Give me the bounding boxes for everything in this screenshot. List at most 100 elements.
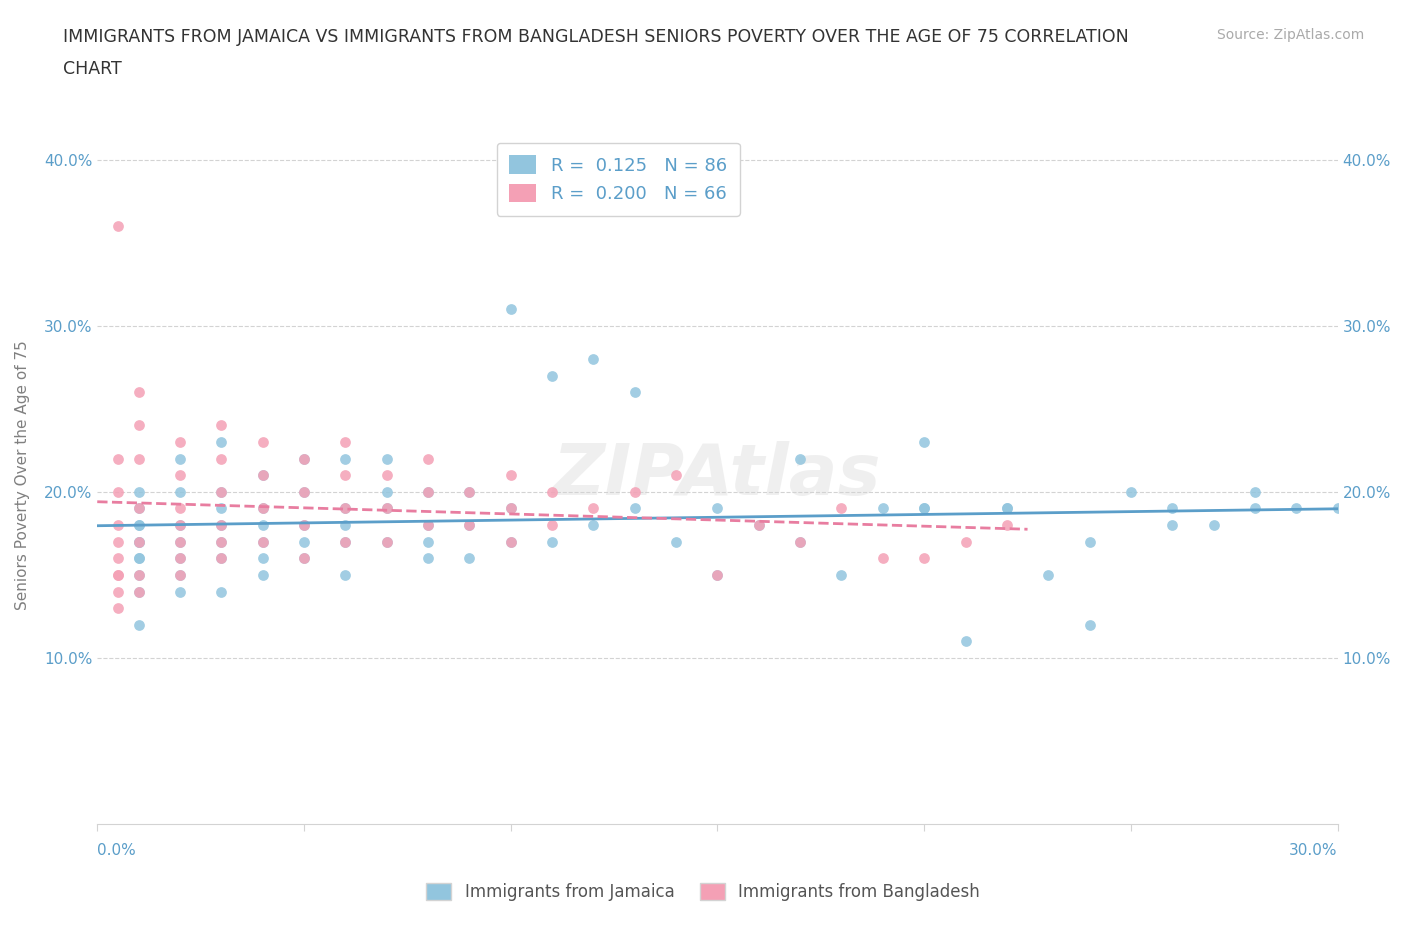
Point: [107, 567, 129, 582]
Point: [830, 501, 852, 516]
Text: ZIPAtlas: ZIPAtlas: [553, 441, 882, 510]
Point: [416, 534, 439, 549]
Point: [252, 551, 274, 565]
Point: [499, 501, 522, 516]
Text: IMMIGRANTS FROM JAMAICA VS IMMIGRANTS FROM BANGLADESH SENIORS POVERTY OVER THE A: IMMIGRANTS FROM JAMAICA VS IMMIGRANTS FR…: [63, 28, 1129, 46]
Point: [416, 518, 439, 533]
Point: [375, 501, 398, 516]
Point: [169, 501, 191, 516]
Point: [169, 434, 191, 449]
Point: [582, 518, 605, 533]
Legend: R =  0.125   N = 86, R =  0.200   N = 66: R = 0.125 N = 86, R = 0.200 N = 66: [496, 142, 740, 216]
Point: [252, 567, 274, 582]
Point: [335, 534, 357, 549]
Point: [416, 451, 439, 466]
Point: [128, 418, 150, 433]
Point: [128, 551, 150, 565]
Point: [292, 518, 315, 533]
Point: [335, 501, 357, 516]
Point: [169, 518, 191, 533]
Legend: Immigrants from Jamaica, Immigrants from Bangladesh: Immigrants from Jamaica, Immigrants from…: [420, 876, 986, 908]
Point: [335, 434, 357, 449]
Point: [292, 451, 315, 466]
Point: [375, 451, 398, 466]
Point: [107, 584, 129, 599]
Point: [252, 534, 274, 549]
Point: [169, 534, 191, 549]
Point: [335, 451, 357, 466]
Point: [499, 534, 522, 549]
Point: [623, 385, 645, 400]
Point: [375, 501, 398, 516]
Point: [209, 518, 232, 533]
Point: [335, 468, 357, 483]
Point: [252, 468, 274, 483]
Point: [107, 567, 129, 582]
Point: [499, 534, 522, 549]
Y-axis label: Seniors Poverty Over the Age of 75: Seniors Poverty Over the Age of 75: [15, 340, 30, 610]
Point: [128, 485, 150, 499]
Point: [541, 518, 564, 533]
Point: [499, 468, 522, 483]
Point: [292, 485, 315, 499]
Point: [128, 534, 150, 549]
Point: [107, 551, 129, 565]
Point: [1078, 534, 1101, 549]
Point: [128, 518, 150, 533]
Point: [107, 451, 129, 466]
Point: [416, 485, 439, 499]
Point: [623, 485, 645, 499]
Point: [1285, 501, 1308, 516]
Point: [375, 534, 398, 549]
Point: [789, 534, 811, 549]
Point: [458, 485, 481, 499]
Point: [128, 385, 150, 400]
Point: [128, 584, 150, 599]
Point: [1244, 501, 1267, 516]
Point: [107, 601, 129, 616]
Point: [416, 518, 439, 533]
Point: [1038, 567, 1060, 582]
Text: 0.0%: 0.0%: [97, 844, 136, 858]
Point: [623, 501, 645, 516]
Point: [209, 518, 232, 533]
Point: [706, 501, 728, 516]
Point: [335, 518, 357, 533]
Point: [912, 501, 935, 516]
Point: [335, 567, 357, 582]
Point: [955, 634, 977, 649]
Point: [1244, 485, 1267, 499]
Point: [375, 485, 398, 499]
Point: [169, 567, 191, 582]
Point: [995, 501, 1018, 516]
Point: [128, 567, 150, 582]
Point: [541, 368, 564, 383]
Point: [107, 485, 129, 499]
Point: [128, 501, 150, 516]
Point: [128, 584, 150, 599]
Point: [252, 501, 274, 516]
Point: [107, 534, 129, 549]
Point: [107, 219, 129, 233]
Point: [995, 501, 1018, 516]
Point: [169, 451, 191, 466]
Text: Source: ZipAtlas.com: Source: ZipAtlas.com: [1216, 28, 1364, 42]
Point: [1202, 518, 1225, 533]
Point: [830, 567, 852, 582]
Point: [128, 534, 150, 549]
Point: [706, 567, 728, 582]
Point: [1161, 518, 1184, 533]
Point: [252, 518, 274, 533]
Point: [335, 534, 357, 549]
Text: CHART: CHART: [63, 60, 122, 78]
Point: [209, 418, 232, 433]
Point: [209, 485, 232, 499]
Point: [458, 518, 481, 533]
Point: [107, 518, 129, 533]
Point: [912, 501, 935, 516]
Point: [292, 551, 315, 565]
Point: [128, 501, 150, 516]
Point: [209, 534, 232, 549]
Point: [375, 468, 398, 483]
Point: [252, 434, 274, 449]
